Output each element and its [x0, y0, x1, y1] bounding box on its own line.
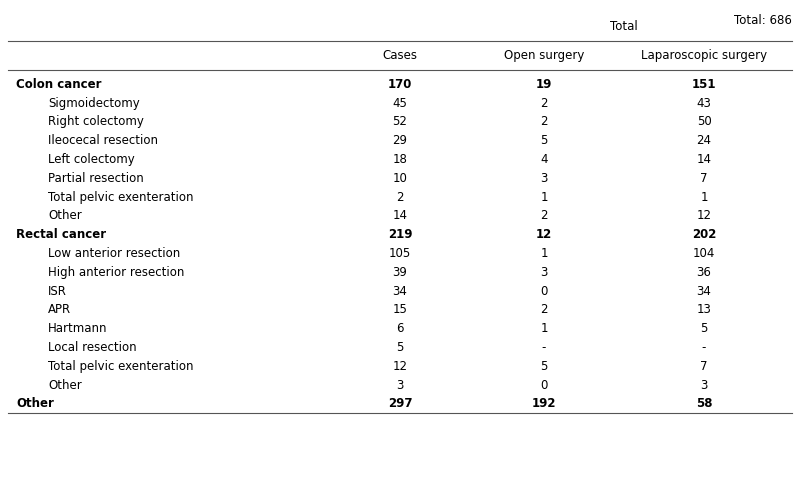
Text: 192: 192 — [532, 398, 556, 411]
Text: 5: 5 — [540, 134, 548, 147]
Text: 1: 1 — [540, 191, 548, 203]
Text: 39: 39 — [393, 266, 407, 279]
Text: 34: 34 — [697, 284, 711, 298]
Text: 0: 0 — [540, 284, 548, 298]
Text: 1: 1 — [540, 322, 548, 335]
Text: 1: 1 — [700, 191, 708, 203]
Text: 45: 45 — [393, 97, 407, 110]
Text: Other: Other — [16, 398, 54, 411]
Text: Ileocecal resection: Ileocecal resection — [48, 134, 158, 147]
Text: 14: 14 — [393, 209, 407, 222]
Text: 151: 151 — [692, 78, 716, 91]
Text: -: - — [542, 341, 546, 354]
Text: 4: 4 — [540, 153, 548, 166]
Text: 1: 1 — [540, 247, 548, 260]
Text: Colon cancer: Colon cancer — [16, 78, 102, 91]
Text: 104: 104 — [693, 247, 715, 260]
Text: 2: 2 — [540, 115, 548, 128]
Text: 18: 18 — [393, 153, 407, 166]
Text: 105: 105 — [389, 247, 411, 260]
Text: Total: Total — [610, 20, 638, 33]
Text: 15: 15 — [393, 303, 407, 316]
Text: 202: 202 — [692, 228, 716, 241]
Text: 2: 2 — [540, 303, 548, 316]
Text: 34: 34 — [393, 284, 407, 298]
Text: 3: 3 — [700, 379, 708, 392]
Text: Total pelvic exenteration: Total pelvic exenteration — [48, 191, 194, 203]
Text: 29: 29 — [393, 134, 407, 147]
Text: Low anterior resection: Low anterior resection — [48, 247, 180, 260]
Text: Total: 686: Total: 686 — [734, 14, 792, 28]
Text: 24: 24 — [697, 134, 711, 147]
Text: Rectal cancer: Rectal cancer — [16, 228, 106, 241]
Text: 50: 50 — [697, 115, 711, 128]
Text: 13: 13 — [697, 303, 711, 316]
Text: 58: 58 — [696, 398, 712, 411]
Text: 10: 10 — [393, 172, 407, 185]
Text: 2: 2 — [396, 191, 404, 203]
Text: Open surgery: Open surgery — [504, 49, 584, 62]
Text: 170: 170 — [388, 78, 412, 91]
Text: Other: Other — [48, 379, 82, 392]
Text: 297: 297 — [388, 398, 412, 411]
Text: 7: 7 — [700, 172, 708, 185]
Text: 52: 52 — [393, 115, 407, 128]
Text: Laparoscopic surgery: Laparoscopic surgery — [641, 49, 767, 62]
Text: 5: 5 — [540, 360, 548, 373]
Text: Hartmann: Hartmann — [48, 322, 107, 335]
Text: 5: 5 — [700, 322, 708, 335]
Text: 19: 19 — [536, 78, 552, 91]
Text: Right colectomy: Right colectomy — [48, 115, 144, 128]
Text: 0: 0 — [540, 379, 548, 392]
Text: High anterior resection: High anterior resection — [48, 266, 184, 279]
Text: -: - — [702, 341, 706, 354]
Text: 12: 12 — [393, 360, 407, 373]
Text: 3: 3 — [540, 266, 548, 279]
Text: APR: APR — [48, 303, 71, 316]
Text: 6: 6 — [396, 322, 404, 335]
Text: 3: 3 — [540, 172, 548, 185]
Text: Left colectomy: Left colectomy — [48, 153, 134, 166]
Text: 12: 12 — [697, 209, 711, 222]
Text: 2: 2 — [540, 97, 548, 110]
Text: Total pelvic exenteration: Total pelvic exenteration — [48, 360, 194, 373]
Text: Sigmoidectomy: Sigmoidectomy — [48, 97, 140, 110]
Text: Other: Other — [48, 209, 82, 222]
Text: Partial resection: Partial resection — [48, 172, 144, 185]
Text: Cases: Cases — [382, 49, 418, 62]
Text: 12: 12 — [536, 228, 552, 241]
Text: 2: 2 — [540, 209, 548, 222]
Text: 43: 43 — [697, 97, 711, 110]
Text: Local resection: Local resection — [48, 341, 137, 354]
Text: 36: 36 — [697, 266, 711, 279]
Text: 3: 3 — [396, 379, 404, 392]
Text: 5: 5 — [396, 341, 404, 354]
Text: 7: 7 — [700, 360, 708, 373]
Text: 219: 219 — [388, 228, 412, 241]
Text: 14: 14 — [697, 153, 711, 166]
Text: ISR: ISR — [48, 284, 67, 298]
